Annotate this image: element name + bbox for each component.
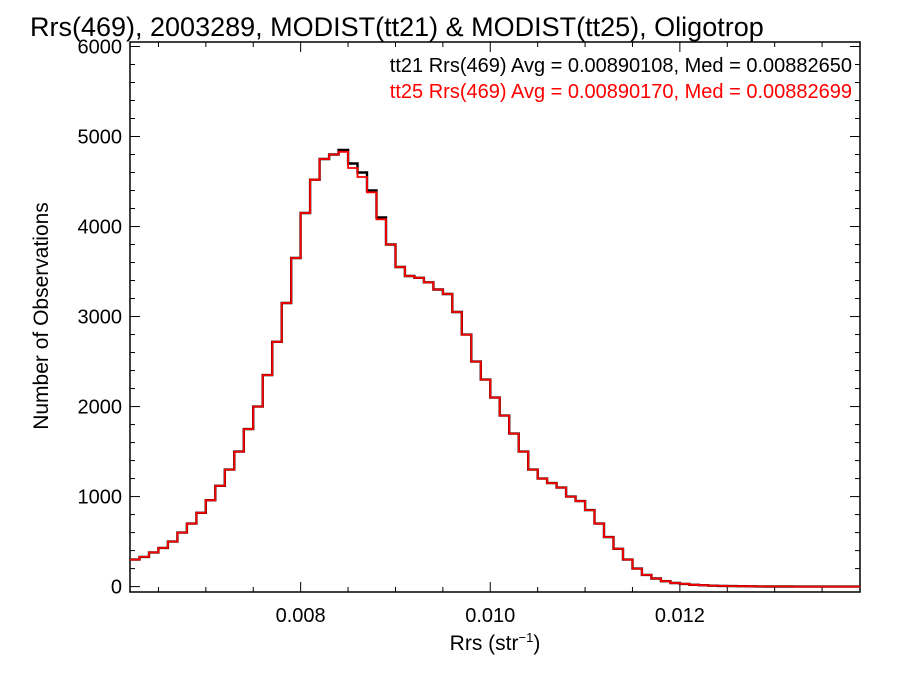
x-axis-label-close: ) — [533, 632, 540, 655]
y-tick-label: 0 — [111, 577, 122, 599]
plot-frame — [129, 41, 861, 593]
y-tick-label: 4000 — [78, 217, 123, 239]
x-tick-labels: 0.008 0.010 0.012 — [276, 605, 705, 627]
y-tick-labels: 0 1000 2000 3000 4000 5000 6000 — [78, 37, 123, 599]
series-line-tt21 — [130, 148, 860, 588]
tick-marks — [130, 42, 860, 592]
plot-area — [129, 41, 861, 593]
y-tick-label: 2000 — [78, 397, 123, 419]
x-tick-label: 0.012 — [655, 605, 705, 627]
y-tick-label: 3000 — [78, 307, 123, 329]
y-tick-label: 6000 — [78, 37, 123, 59]
y-axis-label: Number of Observations — [30, 202, 53, 430]
x-tick-label: 0.010 — [465, 605, 515, 627]
chart-title: Rrs(469), 2003289, MODIST(tt21) & MODIST… — [30, 12, 764, 42]
legend-entry-tt25: tt25 Rrs(469) Avg = 0.00890170, Med = 0.… — [390, 81, 852, 103]
legend-entry-tt21: tt21 Rrs(469) Avg = 0.00890108, Med = 0.… — [390, 55, 852, 77]
series-line-tt25 — [130, 150, 860, 588]
y-tick-label: 1000 — [78, 487, 123, 509]
x-axis-label: Rrs (str−1) — [450, 630, 541, 655]
x-axis-label-superscript: −1 — [519, 630, 534, 645]
series-layer — [130, 148, 860, 588]
x-axis-label-text: Rrs (str — [450, 632, 519, 655]
x-tick-label: 0.008 — [276, 605, 326, 627]
y-tick-label: 5000 — [78, 127, 123, 149]
